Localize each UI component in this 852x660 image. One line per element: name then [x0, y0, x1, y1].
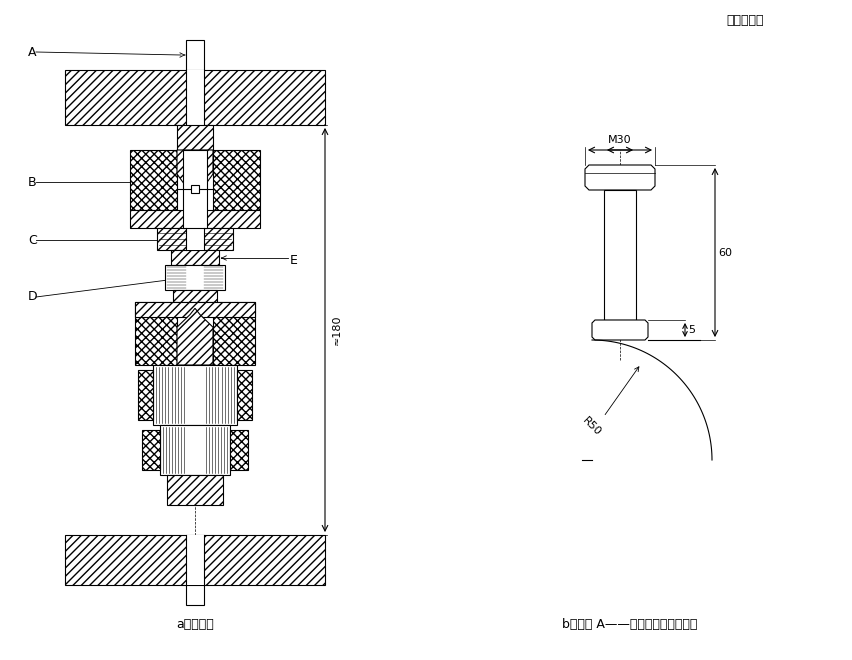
- Text: 单位为毫米: 单位为毫米: [726, 13, 763, 26]
- Bar: [142, 430, 160, 470]
- Text: b）部件 A——与试验机连接的尾栓: b）部件 A——与试验机连接的尾栓: [562, 618, 698, 632]
- Text: a）组装件: a）组装件: [176, 618, 214, 632]
- Bar: [130, 210, 260, 228]
- Bar: [186, 228, 204, 250]
- Text: A: A: [28, 46, 37, 59]
- Bar: [173, 290, 217, 302]
- Text: B: B: [28, 176, 37, 189]
- Polygon shape: [177, 308, 213, 365]
- Text: 5: 5: [688, 325, 695, 335]
- Bar: [604, 190, 636, 320]
- Bar: [65, 535, 325, 585]
- Bar: [171, 250, 219, 265]
- Bar: [186, 535, 204, 585]
- Text: ≈180: ≈180: [332, 315, 342, 345]
- Polygon shape: [135, 302, 177, 365]
- Bar: [186, 70, 204, 125]
- Polygon shape: [213, 302, 255, 365]
- Bar: [138, 370, 153, 420]
- Bar: [230, 430, 248, 470]
- Polygon shape: [213, 150, 260, 210]
- Bar: [186, 40, 204, 70]
- Polygon shape: [130, 150, 177, 210]
- Bar: [177, 125, 213, 150]
- Polygon shape: [585, 165, 655, 190]
- Bar: [165, 265, 225, 290]
- Polygon shape: [592, 320, 648, 340]
- Text: E: E: [290, 253, 298, 267]
- Text: C: C: [28, 234, 37, 246]
- Bar: [153, 365, 237, 425]
- Bar: [191, 185, 199, 193]
- Bar: [160, 425, 230, 475]
- Bar: [183, 150, 207, 228]
- Bar: [157, 228, 233, 250]
- Text: 60: 60: [718, 248, 732, 257]
- Text: M30: M30: [608, 135, 632, 145]
- Bar: [135, 302, 255, 317]
- Bar: [167, 475, 223, 505]
- Text: D: D: [28, 290, 37, 304]
- Polygon shape: [177, 150, 213, 198]
- Bar: [237, 370, 252, 420]
- Text: R50: R50: [580, 416, 602, 438]
- Bar: [65, 70, 325, 125]
- Bar: [186, 585, 204, 605]
